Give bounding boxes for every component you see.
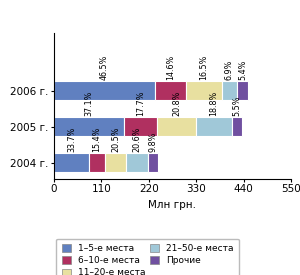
Text: 6.9%: 6.9% [225, 59, 234, 79]
Text: 33.7%: 33.7% [67, 126, 76, 152]
Bar [148, 153, 158, 172]
Legend: 1–5-е места, 6–10-е места, 11–20-е места, 21–50-е места, Прочие: 1–5-е места, 6–10-е места, 11–20-е места… [56, 239, 239, 275]
Text: 20.5%: 20.5% [111, 126, 120, 152]
Bar [157, 117, 197, 136]
Text: 37.1%: 37.1% [84, 90, 93, 116]
Bar [126, 153, 148, 172]
Bar [105, 153, 126, 172]
Bar [186, 81, 222, 100]
Bar [54, 81, 154, 100]
Text: 5.4%: 5.4% [238, 59, 247, 79]
Bar [196, 117, 232, 136]
Bar [54, 153, 89, 172]
Bar [232, 117, 242, 136]
Text: 20.6%: 20.6% [133, 126, 142, 152]
Text: 18.8%: 18.8% [210, 90, 219, 116]
Bar [154, 81, 186, 100]
Text: 5.5%: 5.5% [232, 95, 242, 116]
Text: 20.8%: 20.8% [172, 90, 181, 116]
X-axis label: Млн грн.: Млн грн. [148, 200, 196, 210]
Bar [89, 153, 105, 172]
Bar [54, 117, 124, 136]
Text: 16.5%: 16.5% [200, 54, 208, 79]
Bar [237, 81, 248, 100]
Text: 17.7%: 17.7% [136, 90, 145, 116]
Text: 15.4%: 15.4% [92, 126, 101, 152]
Text: 46.5%: 46.5% [100, 54, 109, 79]
Bar [222, 81, 237, 100]
Text: 14.6%: 14.6% [166, 54, 175, 79]
Bar [124, 117, 157, 136]
Text: 9.8%: 9.8% [148, 131, 157, 152]
